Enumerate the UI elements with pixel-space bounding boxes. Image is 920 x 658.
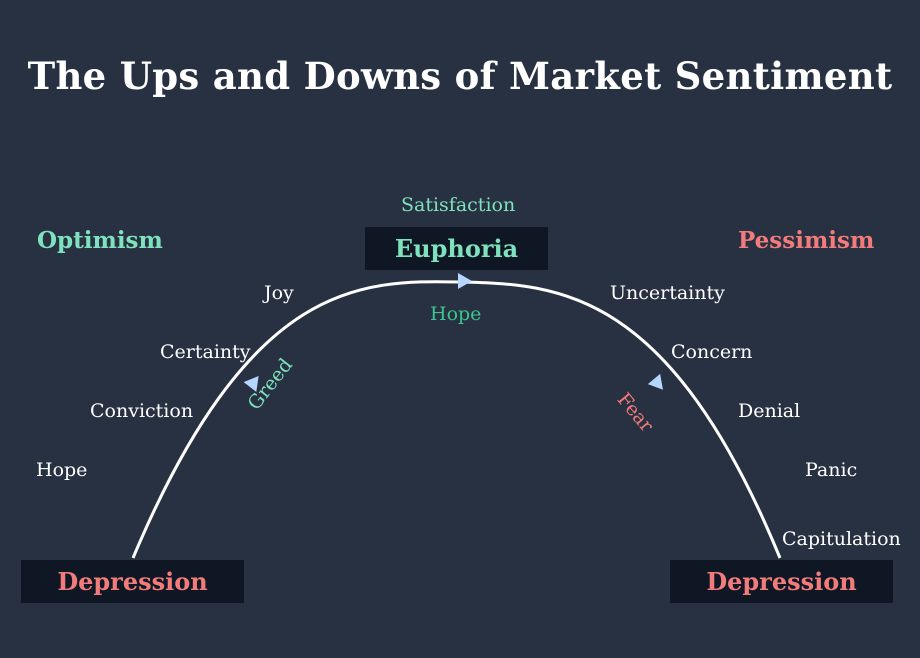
stage-hope: Hope [36, 459, 88, 481]
stage-conviction: Conviction [90, 400, 194, 422]
peak-hope-label: Hope [430, 303, 482, 325]
pessimism-label: Pessimism [738, 227, 875, 254]
stage-capitulation: Capitulation [782, 528, 901, 550]
depression-right-box: Depression [670, 560, 893, 603]
greed-arrow-icon [243, 375, 259, 392]
peak-arrow-icon [458, 273, 472, 289]
optimism-label: Optimism [37, 227, 163, 254]
stage-joy: Joy [264, 282, 294, 304]
stage-concern: Concern [671, 341, 753, 363]
fear-arrow-icon [647, 373, 663, 390]
stage-certainty: Certainty [160, 341, 251, 363]
stage-panic: Panic [805, 459, 858, 481]
euphoria-box: Euphoria [365, 227, 548, 270]
euphoria-label: Euphoria [394, 234, 519, 263]
depression-right-label: Depression [706, 567, 857, 596]
stage-denial: Denial [738, 400, 801, 422]
diagram-title: The Ups and Downs of Market Sentiment [27, 54, 893, 98]
depression-left-label: Depression [57, 567, 208, 596]
depression-left-box: Depression [21, 560, 244, 603]
stage-uncertainty: Uncertainty [610, 282, 725, 304]
satisfaction-label: Satisfaction [401, 194, 516, 216]
